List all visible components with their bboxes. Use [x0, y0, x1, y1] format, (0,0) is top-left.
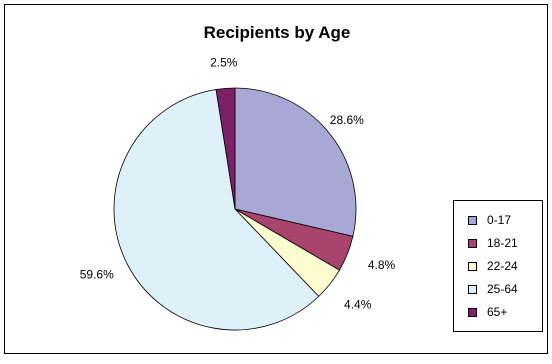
legend-swatch — [468, 238, 477, 248]
legend-item-65+: 65+ — [468, 305, 507, 319]
legend-swatch — [468, 284, 477, 294]
legend-label: 18-21 — [487, 236, 518, 250]
data-label-22-24: 4.4% — [344, 298, 372, 312]
pie-slice-25-64 — [113, 89, 320, 331]
legend-swatch — [468, 307, 477, 317]
legend-label: 65+ — [487, 305, 508, 319]
data-label-18-21: 4.8% — [368, 258, 396, 272]
data-label-0-17: 28.6% — [330, 113, 364, 127]
legend-item-25-64: 25-64 — [468, 282, 518, 296]
data-label-65+: 2.5% — [210, 56, 238, 70]
legend-swatch — [468, 261, 477, 271]
legend-label: 0-17 — [487, 213, 512, 227]
legend-item-18-21: 18-21 — [468, 236, 518, 250]
chart-area: Recipients by Age 28.6% 4.8% 4.4% 59.6% 2.5%… — [4, 4, 548, 354]
legend-label: 25-64 — [487, 282, 518, 296]
pie-slice-0-17 — [234, 87, 357, 237]
data-label-25-64: 59.6% — [80, 268, 114, 282]
legend-item-22-24: 22-24 — [468, 259, 518, 273]
legend-swatch — [468, 215, 477, 225]
pie-chart: 28.6% 4.8% 4.4% 59.6% 2.5% — [80, 56, 396, 331]
chart-title: Recipients by Age — [203, 23, 351, 42]
legend-item-0-17: 0-17 — [468, 213, 511, 227]
pie-slice-65+ — [215, 87, 236, 210]
legend-label: 22-24 — [487, 259, 518, 273]
legend: 0-17 18-21 22-24 25-64 65+ — [453, 200, 543, 332]
